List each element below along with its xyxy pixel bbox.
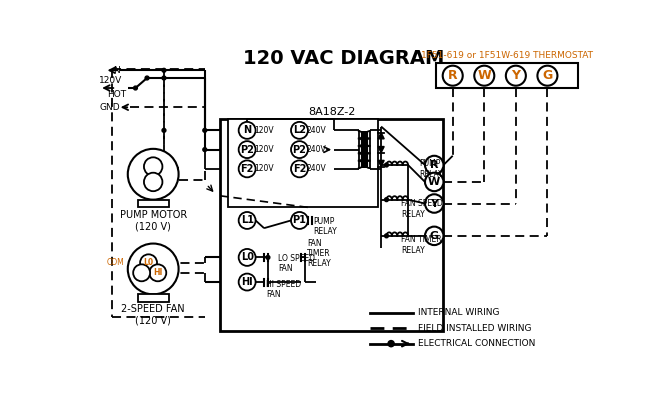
Circle shape	[474, 66, 494, 86]
Circle shape	[128, 243, 179, 295]
Text: HI: HI	[153, 268, 163, 277]
Circle shape	[385, 198, 389, 202]
Text: INTERNAL WIRING: INTERNAL WIRING	[418, 308, 500, 317]
Circle shape	[149, 264, 166, 281]
Text: L0: L0	[241, 252, 254, 262]
Text: L2: L2	[293, 125, 306, 135]
Circle shape	[140, 254, 157, 271]
Circle shape	[291, 141, 308, 158]
Bar	[138, 295, 169, 302]
Circle shape	[144, 157, 162, 176]
Text: W: W	[478, 69, 491, 82]
Text: F2: F2	[293, 164, 306, 174]
Circle shape	[506, 66, 526, 86]
Circle shape	[388, 341, 394, 347]
Circle shape	[162, 76, 166, 80]
Polygon shape	[378, 160, 384, 166]
Text: G: G	[542, 69, 553, 82]
Text: F2: F2	[241, 164, 254, 174]
Text: 240V: 240V	[307, 126, 326, 135]
Text: 120V: 120V	[99, 76, 123, 85]
Text: R: R	[430, 160, 438, 170]
Text: P1: P1	[293, 215, 306, 225]
Circle shape	[291, 122, 308, 139]
Text: N: N	[113, 66, 120, 75]
Text: COM: COM	[106, 258, 124, 267]
Text: FAN SPEED
RELAY: FAN SPEED RELAY	[401, 199, 443, 219]
Circle shape	[239, 274, 255, 290]
Text: Y: Y	[430, 199, 438, 209]
Circle shape	[162, 129, 166, 132]
Text: R: R	[448, 69, 458, 82]
Text: 120 VAC DIAGRAM: 120 VAC DIAGRAM	[243, 49, 444, 68]
Polygon shape	[378, 133, 384, 139]
Circle shape	[144, 173, 162, 191]
Circle shape	[385, 163, 389, 167]
Text: 120V: 120V	[254, 145, 274, 154]
Text: FAN TIMER
RELAY: FAN TIMER RELAY	[401, 235, 442, 255]
Circle shape	[291, 160, 308, 177]
Circle shape	[425, 227, 444, 245]
Circle shape	[133, 264, 150, 281]
Text: ELECTRICAL CONNECTION: ELECTRICAL CONNECTION	[418, 339, 535, 348]
Polygon shape	[378, 147, 384, 153]
Text: 2-SPEED FAN
(120 V): 2-SPEED FAN (120 V)	[121, 304, 185, 326]
Circle shape	[239, 160, 255, 177]
Circle shape	[203, 147, 207, 152]
Text: FIELD INSTALLED WIRING: FIELD INSTALLED WIRING	[418, 324, 531, 333]
Text: PUMP
RELAY: PUMP RELAY	[314, 217, 337, 236]
Text: L0: L0	[143, 258, 153, 267]
Text: 240V: 240V	[307, 164, 326, 173]
Text: LO SPEED
FAN: LO SPEED FAN	[278, 254, 315, 273]
Text: PUMP
RELAY: PUMP RELAY	[419, 159, 443, 178]
Bar	[138, 200, 169, 207]
Circle shape	[266, 256, 270, 259]
Circle shape	[443, 66, 463, 86]
Text: P2: P2	[293, 145, 306, 155]
FancyBboxPatch shape	[220, 119, 444, 331]
Circle shape	[425, 173, 444, 191]
Text: PUMP MOTOR
(120 V): PUMP MOTOR (120 V)	[119, 210, 187, 231]
Text: HI SPEED
FAN: HI SPEED FAN	[267, 280, 302, 300]
Text: L1: L1	[241, 215, 254, 225]
Text: 120V: 120V	[254, 126, 274, 135]
Text: HOT: HOT	[107, 90, 126, 98]
FancyBboxPatch shape	[436, 63, 578, 88]
Text: 120V: 120V	[254, 164, 274, 173]
Text: HI: HI	[241, 277, 253, 287]
Circle shape	[425, 156, 444, 174]
Text: N: N	[243, 125, 251, 135]
Circle shape	[537, 66, 557, 86]
Circle shape	[203, 129, 207, 132]
Text: Y: Y	[511, 69, 521, 82]
Circle shape	[239, 212, 255, 229]
Text: G: G	[429, 231, 439, 241]
Circle shape	[128, 149, 179, 200]
Circle shape	[385, 234, 389, 238]
Text: GND: GND	[99, 103, 120, 112]
Text: 240V: 240V	[307, 145, 326, 154]
Circle shape	[239, 122, 255, 139]
Circle shape	[425, 194, 444, 213]
Text: 1F51-619 or 1F51W-619 THERMOSTAT: 1F51-619 or 1F51W-619 THERMOSTAT	[421, 51, 593, 60]
Circle shape	[133, 86, 137, 90]
Circle shape	[291, 212, 308, 229]
FancyBboxPatch shape	[228, 119, 378, 207]
Text: P2: P2	[240, 145, 254, 155]
Circle shape	[239, 141, 255, 158]
Circle shape	[162, 68, 166, 72]
Text: W: W	[428, 177, 440, 187]
Text: FAN
TIMER
RELAY: FAN TIMER RELAY	[307, 239, 331, 269]
Circle shape	[239, 249, 255, 266]
Text: 8A18Z-2: 8A18Z-2	[308, 107, 356, 117]
Circle shape	[145, 76, 149, 80]
